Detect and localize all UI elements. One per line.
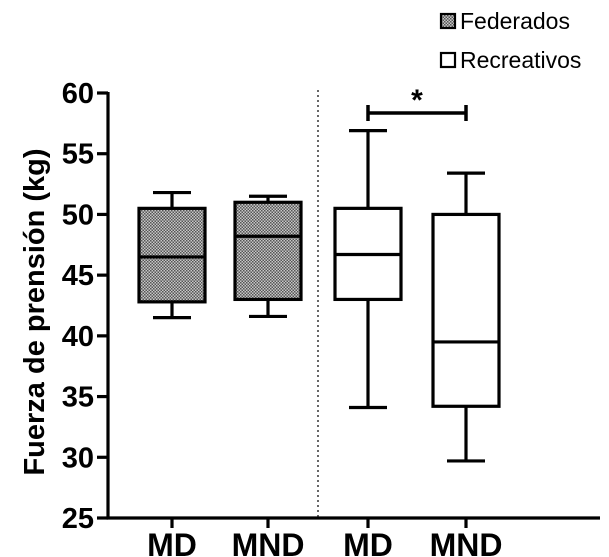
- y-tick-label: 45: [62, 260, 94, 292]
- significance-marker: *: [411, 84, 423, 117]
- y-tick-label: 30: [62, 442, 94, 474]
- x-tick-label: MD: [343, 527, 393, 557]
- y-tick-label: 40: [62, 321, 94, 353]
- box-federados-md: [137, 190, 207, 320]
- y-tick-label: 60: [62, 78, 94, 110]
- y-tick-label: 50: [62, 199, 94, 231]
- legend-swatch-recreativos: [439, 51, 457, 69]
- legend-label-federados: Federados: [460, 8, 570, 34]
- axes: 25 30 35 40 45 50 55 60 MD MND MD MND: [62, 78, 600, 557]
- y-tick-label: 25: [62, 503, 94, 535]
- box-iqr: [137, 206, 207, 304]
- x-tick-label: MND: [232, 527, 305, 557]
- box-recreativos-md: [333, 129, 403, 410]
- x-tick-label: MND: [430, 527, 503, 557]
- legend-label-recreativos: Recreativos: [460, 47, 581, 73]
- annotations: *: [366, 84, 468, 121]
- legend: Federados Recreativos: [439, 8, 581, 73]
- legend-item-federados: Federados: [439, 8, 570, 34]
- box-iqr: [233, 200, 303, 302]
- legend-item-recreativos: Recreativos: [439, 47, 581, 73]
- box-recreativos-mnd: [431, 171, 501, 463]
- box-group: [137, 129, 501, 463]
- y-axis-title: Fuerza de prensión (kg): [19, 148, 51, 475]
- box-iqr: [431, 212, 501, 408]
- legend-swatch-federados: [439, 12, 457, 30]
- box-federados-mnd: [233, 194, 303, 319]
- y-tick-label: 35: [62, 382, 94, 414]
- y-tick-label: 55: [62, 139, 94, 171]
- x-tick-label: MD: [147, 527, 197, 557]
